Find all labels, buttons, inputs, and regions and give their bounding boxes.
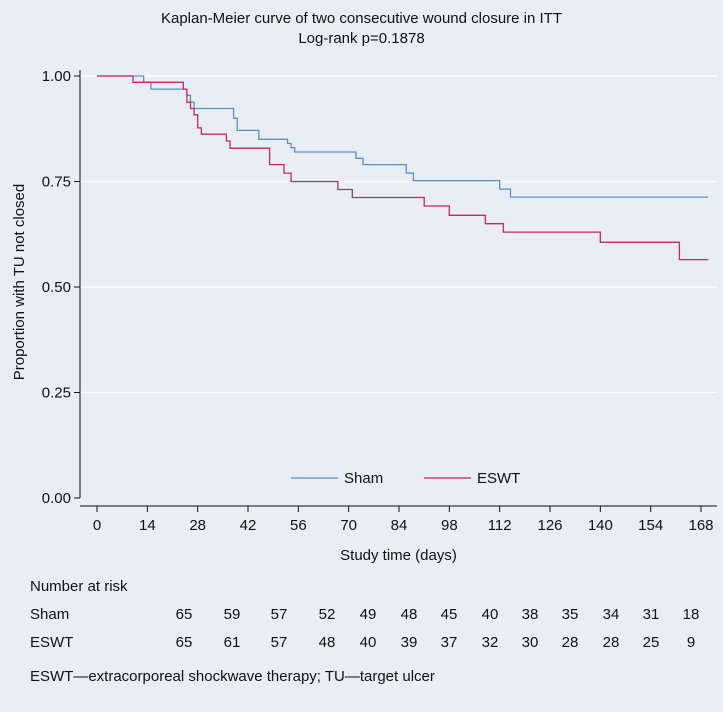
footnote: ESWT—extracorporeal shockwave therapy; T…: [30, 668, 435, 685]
y-tick-label: 0.50: [42, 279, 71, 296]
x-tick-label: 112: [488, 517, 512, 534]
risk-count-sham: 31: [642, 606, 660, 623]
y-tick-label: 0.00: [42, 490, 71, 507]
risk-count-sham: 48: [400, 606, 418, 623]
legend-label-sham: Sham: [344, 470, 383, 487]
risk-count-eswt: 28: [602, 634, 620, 651]
legend-label-eswt: ESWT: [477, 470, 520, 487]
risk-count-sham: 59: [223, 606, 241, 623]
risk-count-sham: 49: [359, 606, 377, 623]
x-tick-label: 28: [189, 517, 206, 534]
risk-count-sham: 38: [521, 606, 539, 623]
x-tick-label: 168: [688, 517, 713, 534]
y-axis-title: Proportion with TU not closed: [11, 184, 28, 381]
risk-count-sham: 18: [682, 606, 700, 623]
km-chart: 0.00 0.25 0.50 0.75 1.00 0 14 28 42 56 70 84 98 112 12…: [11, 66, 717, 564]
risk-count-eswt: 65: [175, 634, 193, 651]
risk-count-sham: 35: [561, 606, 579, 623]
risk-count-eswt: 39: [400, 634, 418, 651]
risk-count-eswt: 32: [481, 634, 499, 651]
risk-count-sham: 52: [318, 606, 336, 623]
risk-count-eswt: 25: [642, 634, 660, 651]
x-tick-label: 42: [240, 517, 257, 534]
risk-count-eswt: 28: [561, 634, 579, 651]
x-tick-label: 14: [139, 517, 156, 534]
x-tick-label: 0: [93, 517, 101, 534]
y-tick-label: 0.25: [42, 385, 71, 402]
risk-count-eswt: 9: [686, 634, 696, 651]
x-tick-label: 154: [638, 517, 663, 534]
risk-count-eswt: 61: [223, 634, 241, 651]
risk-count-eswt: 57: [270, 634, 288, 651]
risk-count-sham: 34: [602, 606, 620, 623]
series-line-eswt: [97, 75, 709, 261]
x-tick-label: 98: [441, 517, 458, 534]
risk-table-heading: Number at risk: [30, 578, 128, 595]
risk-count-eswt: 40: [359, 634, 377, 651]
y-tick-label: 1.00: [42, 68, 71, 85]
risk-count-sham: 40: [481, 606, 499, 623]
risk-count-sham: 45: [440, 606, 458, 623]
chart-subtitle: Log-rank p=0.1878: [298, 30, 425, 47]
plot-area: [80, 66, 717, 498]
x-tick-label: 56: [290, 517, 307, 534]
risk-count-eswt: 37: [440, 634, 458, 651]
x-tick-label: 126: [537, 517, 562, 534]
risk-count-sham: 65: [175, 606, 193, 623]
risk-row-label-sham: Sham: [30, 606, 70, 623]
x-tick-label: 70: [340, 517, 357, 534]
x-tick-label: 84: [391, 517, 408, 534]
risk-count-eswt: 48: [318, 634, 336, 651]
y-tick-label: 0.75: [42, 174, 71, 191]
x-axis-title: Study time (days): [340, 547, 457, 564]
risk-count-sham: 57: [270, 606, 288, 623]
chart-title: Kaplan-Meier curve of two consecutive wo…: [160, 10, 562, 27]
x-tick-label: 140: [588, 517, 613, 534]
risk-row-label-eswt: ESWT: [30, 634, 74, 651]
risk-count-eswt: 30: [521, 634, 539, 651]
